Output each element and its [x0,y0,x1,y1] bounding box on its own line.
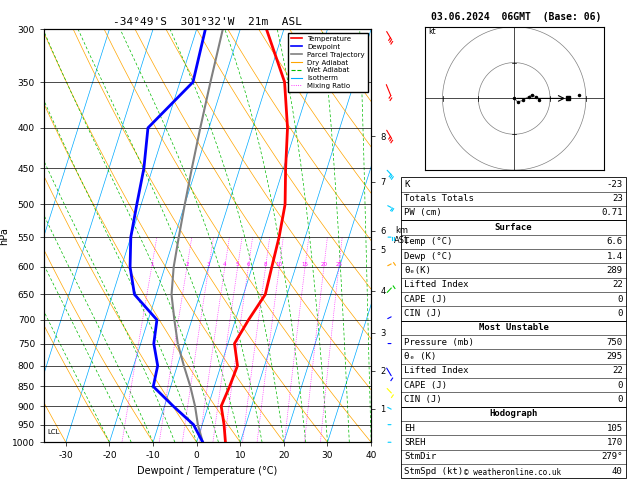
Text: 8: 8 [264,262,267,267]
Text: 0: 0 [617,309,623,318]
Text: Surface: Surface [495,223,532,232]
Text: CAPE (J): CAPE (J) [404,381,447,390]
Text: 20: 20 [320,262,327,267]
Text: Hodograph: Hodograph [489,409,538,418]
Text: θₑ(K): θₑ(K) [404,266,431,275]
Text: 03.06.2024  06GMT  (Base: 06): 03.06.2024 06GMT (Base: 06) [431,12,601,22]
Text: © weatheronline.co.uk: © weatheronline.co.uk [464,468,561,477]
Text: Pressure (mb): Pressure (mb) [404,337,474,347]
Text: 6: 6 [247,262,250,267]
Text: 3: 3 [207,262,211,267]
Text: 279°: 279° [601,452,623,461]
Text: kt: kt [428,27,436,36]
Text: 289: 289 [606,266,623,275]
Text: 0.71: 0.71 [601,208,623,218]
Text: 2: 2 [185,262,189,267]
Legend: Temperature, Dewpoint, Parcel Trajectory, Dry Adiabat, Wet Adiabat, Isotherm, Mi: Temperature, Dewpoint, Parcel Trajectory… [289,33,367,92]
Text: K: K [404,180,410,189]
X-axis label: Dewpoint / Temperature (°C): Dewpoint / Temperature (°C) [138,466,277,476]
Text: StmDir: StmDir [404,452,437,461]
Text: StmSpd (kt): StmSpd (kt) [404,467,464,476]
Y-axis label: hPa: hPa [0,227,9,244]
Text: 1: 1 [150,262,153,267]
Text: 5: 5 [236,262,240,267]
Text: Totals Totals: Totals Totals [404,194,474,203]
Text: EH: EH [404,424,415,433]
Text: 15: 15 [301,262,309,267]
Text: Lifted Index: Lifted Index [404,280,469,289]
Text: 25: 25 [335,262,342,267]
Text: 40: 40 [612,467,623,476]
Text: Temp (°C): Temp (°C) [404,237,453,246]
Text: 10: 10 [276,262,283,267]
Text: SREH: SREH [404,438,426,447]
Text: 22: 22 [612,280,623,289]
Text: 1.4: 1.4 [606,252,623,260]
Text: 0: 0 [617,395,623,404]
Text: θₑ (K): θₑ (K) [404,352,437,361]
Text: 4: 4 [223,262,226,267]
Text: -23: -23 [606,180,623,189]
Text: LCL: LCL [47,429,60,435]
Text: 6.6: 6.6 [606,237,623,246]
Text: 295: 295 [606,352,623,361]
Text: 750: 750 [606,337,623,347]
Text: CIN (J): CIN (J) [404,395,442,404]
Text: 0: 0 [617,381,623,390]
Text: CAPE (J): CAPE (J) [404,295,447,304]
Text: Most Unstable: Most Unstable [479,323,548,332]
Text: 22: 22 [612,366,623,375]
Text: 0: 0 [617,295,623,304]
Title: -34°49'S  301°32'W  21m  ASL: -34°49'S 301°32'W 21m ASL [113,17,302,27]
Text: Lifted Index: Lifted Index [404,366,469,375]
Text: 105: 105 [606,424,623,433]
Y-axis label: km
ASL: km ASL [394,226,410,245]
Text: CIN (J): CIN (J) [404,309,442,318]
Text: 170: 170 [606,438,623,447]
Text: 23: 23 [612,194,623,203]
Text: Dewp (°C): Dewp (°C) [404,252,453,260]
Text: PW (cm): PW (cm) [404,208,442,218]
